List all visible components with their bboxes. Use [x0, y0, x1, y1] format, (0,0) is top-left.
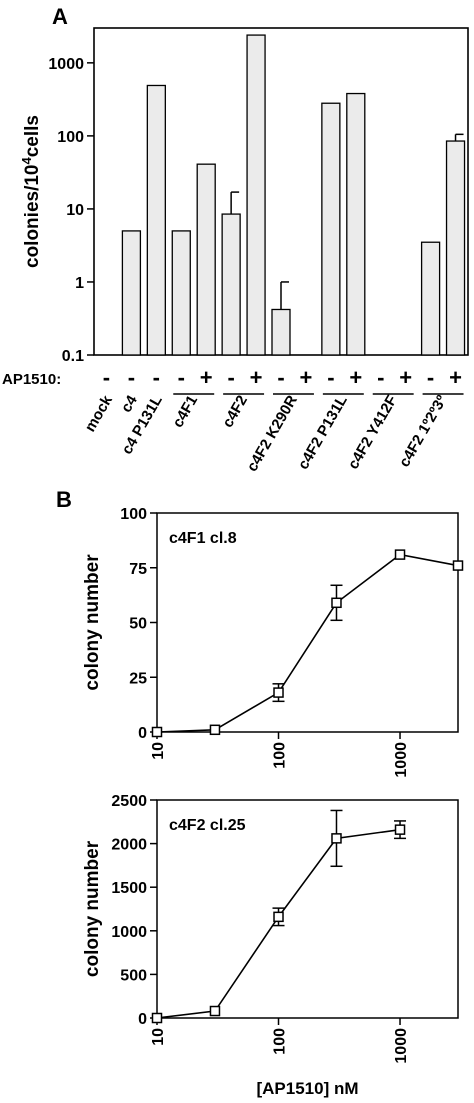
- bar: [445, 140, 466, 356]
- treatment-sign: +: [300, 365, 313, 390]
- bar: [321, 102, 341, 356]
- treatment-sign: +: [449, 365, 462, 390]
- group-label: c4F2 P131L: [295, 393, 351, 473]
- data-point: [209, 1005, 221, 1017]
- bar: [346, 92, 366, 356]
- treatment-sign: +: [399, 365, 412, 390]
- bar: [221, 213, 241, 356]
- data-point: [394, 824, 406, 835]
- y-tick-label: 2000: [111, 837, 147, 854]
- plot-frame: [156, 799, 459, 1019]
- group-label: c4: [118, 392, 141, 416]
- x-tick-label: 10: [150, 1028, 167, 1046]
- data-point: [273, 687, 284, 698]
- chart-title: c4F2 cl.25: [169, 817, 246, 834]
- treatment-sign: -: [128, 365, 135, 390]
- treatment-sign: -: [153, 365, 160, 390]
- chart-title: c4F1 cl.8: [169, 530, 237, 547]
- y-axis-label-superscript: 4: [19, 157, 34, 165]
- data-point: [151, 1012, 163, 1024]
- data-point: [331, 597, 342, 609]
- y-tick-label: 1500: [111, 880, 147, 897]
- treatment-sign: +: [250, 365, 263, 390]
- y-tick-label: 1: [75, 275, 84, 292]
- x-tick-label: 1000: [393, 1028, 410, 1064]
- bar: [246, 34, 266, 356]
- group-label: c4F2 1º2º3º: [396, 392, 451, 470]
- group-label: c4F2: [219, 393, 251, 431]
- treatment-sign: +: [200, 365, 213, 390]
- treatment-sign: -: [277, 365, 284, 390]
- y-tick-label: 2500: [111, 793, 147, 810]
- y-tick-label: 100: [120, 506, 147, 523]
- treatment-sign: -: [327, 365, 334, 390]
- y-tick-label: 1000: [48, 56, 84, 73]
- bar: [196, 163, 216, 356]
- line-chart-c4f1: c4F1 cl.8 0 25 50 75 100 10 100 1000 colony numbe…: [82, 506, 464, 778]
- bar: [146, 84, 166, 356]
- treatment-sign: -: [227, 365, 234, 390]
- y-tick-label: 0: [138, 725, 147, 742]
- treatment-sign: -: [178, 365, 185, 390]
- data-point: [209, 724, 221, 736]
- treatment-sign: -: [103, 365, 110, 390]
- bar: [171, 230, 191, 356]
- x-tick-label: 10: [150, 742, 167, 760]
- treatment-sign: +: [349, 365, 362, 390]
- data-point: [331, 833, 342, 844]
- y-tick-label: 75: [129, 561, 147, 578]
- group-label: mock: [82, 392, 117, 435]
- panel-b-label: B: [56, 487, 72, 512]
- group-label: c4F1: [169, 393, 201, 431]
- bar: [121, 230, 142, 356]
- treatment-sign: -: [427, 365, 434, 390]
- data-point: [151, 726, 163, 738]
- y-axis-label-tail: cells: [22, 115, 43, 157]
- y-tick-label: 100: [57, 129, 84, 146]
- y-tick-label: 1000: [111, 924, 147, 941]
- y-tick-label: 10: [66, 202, 84, 219]
- group-label: c4F2 Y412F: [345, 393, 401, 473]
- treatment-sign: -: [377, 365, 384, 390]
- bar: [271, 308, 291, 356]
- y-axis-label: colonies/104cells: [19, 115, 43, 268]
- y-axis-label: colony number: [82, 554, 103, 691]
- y-axis-label: colony number: [82, 840, 103, 977]
- x-tick-label: 100: [272, 742, 289, 769]
- y-tick-label: 500: [120, 967, 147, 984]
- y-tick-label: 0.1: [62, 348, 84, 365]
- bar: [420, 241, 441, 356]
- y-tick-label: 25: [129, 670, 147, 687]
- data-point: [394, 549, 406, 560]
- data-point: [452, 560, 464, 571]
- y-tick-label: 50: [129, 616, 147, 633]
- group-label: c4F2 K290R: [244, 392, 301, 474]
- x-tick-label: 1000: [393, 742, 410, 778]
- x-tick-label: 100: [272, 1028, 289, 1055]
- data-point: [273, 911, 284, 923]
- y-tick-label: 0: [138, 1011, 147, 1028]
- panel-a-label: A: [52, 4, 68, 29]
- y-axis-label-main: colonies/10: [22, 165, 43, 269]
- series-line: [156, 553, 459, 733]
- x-axis-label: [AP1510] nM: [256, 1079, 358, 1098]
- line-chart-c4f2: c4F2 cl.25 0 500 1000 1500 2000 2500 10 100 1000 c…: [82, 793, 459, 1098]
- treatment-label: AP1510:: [2, 371, 61, 388]
